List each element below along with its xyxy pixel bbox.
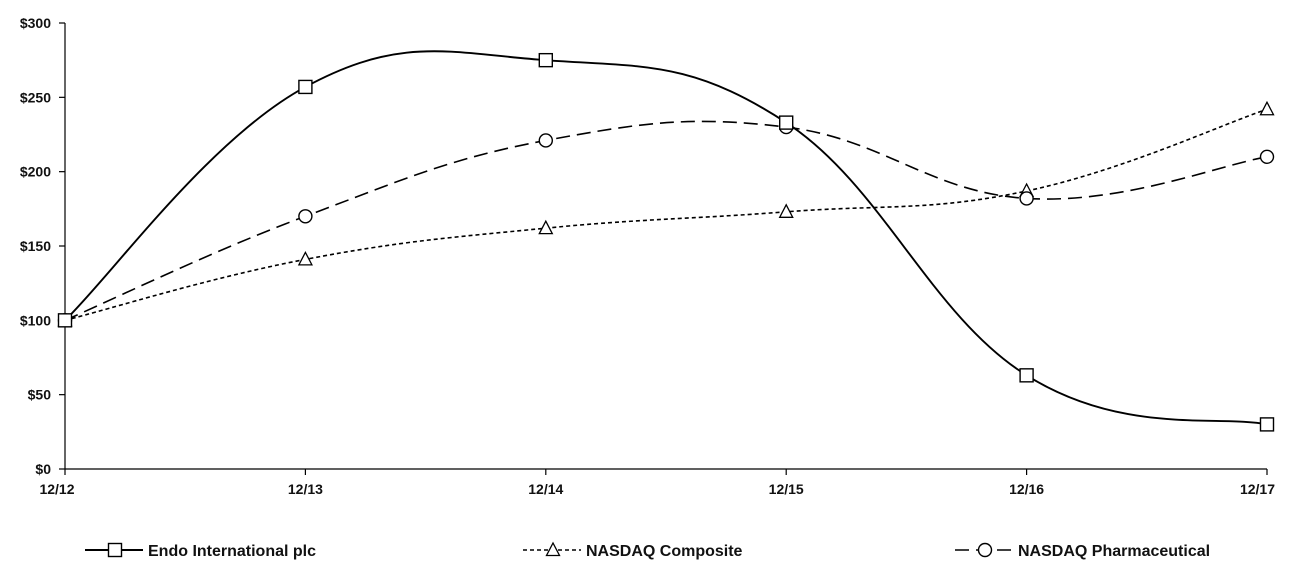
x-tick-label: 12/15 bbox=[769, 481, 804, 497]
data-point-triangle bbox=[538, 219, 554, 235]
data-point-circle bbox=[538, 133, 553, 148]
y-tick-label: $250 bbox=[20, 89, 51, 105]
data-point-triangle bbox=[778, 203, 794, 218]
legend-marker-circle bbox=[977, 542, 993, 558]
y-tick-label: $0 bbox=[35, 461, 51, 477]
legend-label: NASDAQ Pharmaceutical bbox=[1018, 543, 1210, 560]
legend-marker-square bbox=[107, 542, 123, 558]
y-tick-label: $150 bbox=[20, 238, 51, 254]
series-line bbox=[64, 108, 1268, 322]
data-point-square bbox=[779, 115, 794, 130]
data-point-square bbox=[1019, 368, 1034, 383]
y-axis-ticks: $0 $50 $100 $150 $200 $250 $300 bbox=[20, 15, 65, 477]
series-line bbox=[64, 50, 1268, 426]
series-line bbox=[64, 120, 1268, 322]
data-point-square bbox=[298, 79, 313, 95]
legend-item: Endo International plc bbox=[85, 542, 316, 560]
legend-item: NASDAQ Composite bbox=[523, 541, 743, 560]
x-axis-ticks: 12/12 12/13 12/14 12/15 12/16 12/17 bbox=[39, 469, 1275, 497]
x-tick-label: 12/13 bbox=[288, 481, 323, 497]
legend-label: Endo International plc bbox=[148, 543, 316, 560]
legend-item: NASDAQ Pharmaceutical bbox=[955, 542, 1210, 560]
y-tick-label: $200 bbox=[20, 164, 51, 180]
x-tick-label: 12/12 bbox=[39, 481, 74, 497]
data-point-square bbox=[57, 313, 73, 328]
data-point-triangle bbox=[297, 250, 313, 266]
series-circle bbox=[57, 119, 1275, 328]
series-square bbox=[57, 50, 1275, 432]
data-point-circle bbox=[1019, 191, 1034, 206]
y-tick-label: $100 bbox=[20, 312, 51, 328]
y-tick-label: $300 bbox=[20, 15, 51, 31]
data-point-circle bbox=[298, 209, 313, 224]
x-tick-label: 12/16 bbox=[1009, 481, 1044, 497]
legend-marker-triangle bbox=[545, 541, 561, 557]
axes bbox=[64, 23, 1267, 470]
data-point-circle bbox=[1259, 149, 1275, 165]
legend: Endo International plc NASDAQ Composite NA… bbox=[85, 541, 1210, 560]
series-group bbox=[57, 50, 1275, 432]
legend-label: NASDAQ Composite bbox=[586, 543, 743, 560]
y-tick-label: $50 bbox=[28, 387, 52, 403]
data-point-triangle bbox=[1259, 100, 1275, 116]
x-tick-label: 12/14 bbox=[528, 481, 563, 497]
series-triangle bbox=[57, 100, 1275, 327]
x-tick-label: 12/17 bbox=[1240, 481, 1275, 497]
data-point-square bbox=[538, 52, 553, 68]
data-point-square bbox=[1259, 417, 1275, 432]
